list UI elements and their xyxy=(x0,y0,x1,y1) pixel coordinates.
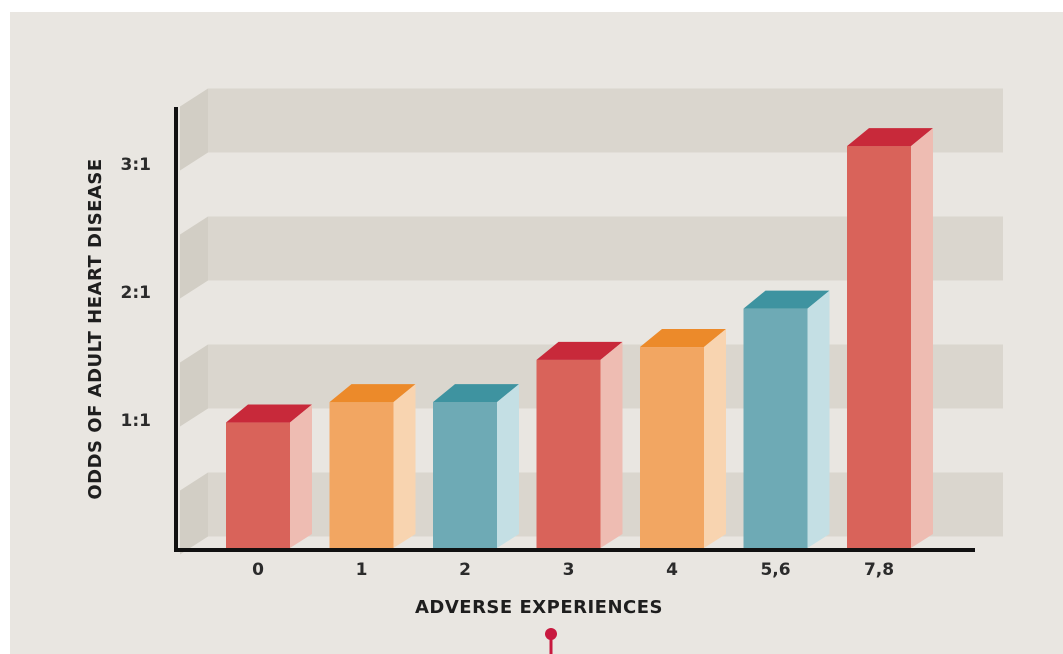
y-tick-label: 3:1 xyxy=(121,155,151,175)
bar-side xyxy=(807,290,830,548)
x-tick-label: 5,6 xyxy=(760,560,790,580)
grid-band-side xyxy=(180,216,208,299)
bar xyxy=(640,329,726,548)
bar-top xyxy=(433,384,519,403)
grid-band-side xyxy=(180,344,208,427)
x-tick-labels: 0 1 2 3 4 5,6 7,8 xyxy=(252,560,894,580)
bar xyxy=(226,404,312,548)
bar-top xyxy=(329,384,416,403)
bar-front xyxy=(226,422,290,548)
x-tick-label: 2 xyxy=(459,560,471,580)
x-tick-label: 1 xyxy=(356,560,368,580)
bar-front xyxy=(640,347,704,548)
x-axis-title: ADVERSE EXPERIENCES xyxy=(415,597,663,618)
bar-front xyxy=(329,402,394,548)
bar-top xyxy=(536,341,623,360)
grid-band-side xyxy=(180,88,208,171)
bar-side xyxy=(704,329,726,548)
bar-front xyxy=(433,402,497,548)
x-tick-label: 4 xyxy=(666,560,678,580)
bar-chart: 1:1 2:1 3:1 0 1 2 3 4 5,6 7,8 ADVERSE EXPERIENCE… xyxy=(85,88,1003,654)
bar xyxy=(536,341,623,548)
grid-band-side xyxy=(180,472,208,555)
axes xyxy=(174,107,975,552)
pin-icon xyxy=(545,628,557,654)
chart-container: 1:1 2:1 3:1 0 1 2 3 4 5,6 7,8 ADVERSE EXPERIENCE… xyxy=(10,12,1063,654)
bar-side xyxy=(290,404,312,548)
bar-side xyxy=(600,341,623,548)
y-axis-title: ODDS OF ADULT HEART DISEASE xyxy=(85,158,106,499)
bar xyxy=(743,290,830,548)
bar xyxy=(433,384,519,548)
bar-top xyxy=(226,404,312,423)
bar-top xyxy=(640,329,726,348)
x-tick-label: 3 xyxy=(563,560,575,580)
bar-side xyxy=(497,384,519,548)
x-tick-label: 7,8 xyxy=(864,560,894,580)
bar xyxy=(329,384,416,548)
bar-top xyxy=(743,290,830,309)
bar-side xyxy=(393,384,416,548)
bar-front xyxy=(536,359,601,548)
y-tick-label: 2:1 xyxy=(121,283,151,303)
bar-side xyxy=(911,128,933,548)
x-tick-label: 0 xyxy=(252,560,264,580)
y-tick-label: 1:1 xyxy=(121,411,151,431)
bar xyxy=(847,128,933,548)
y-tick-labels: 1:1 2:1 3:1 xyxy=(121,155,151,431)
bars xyxy=(226,128,933,548)
bar-front xyxy=(743,308,808,548)
bar-top xyxy=(847,128,933,147)
bar-front xyxy=(847,146,911,548)
